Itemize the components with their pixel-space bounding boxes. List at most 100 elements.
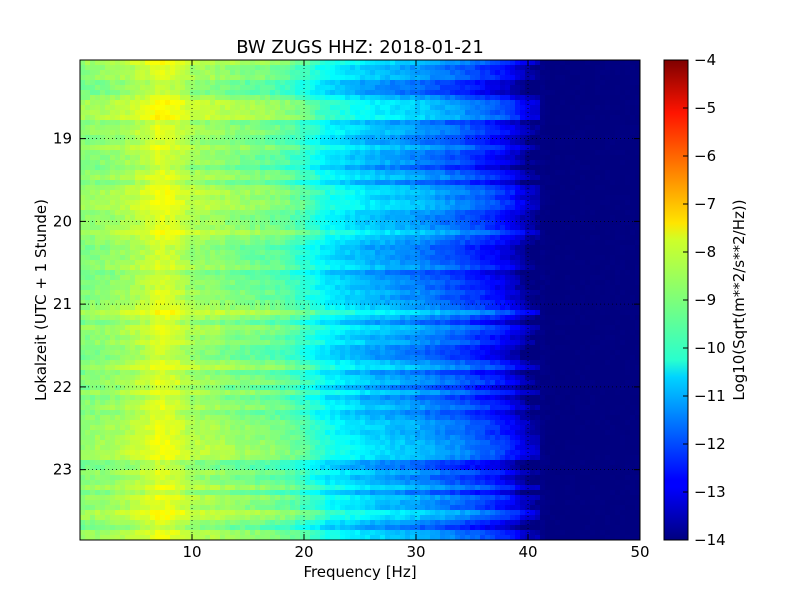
heatmap-cell xyxy=(565,220,571,226)
heatmap-cell xyxy=(365,75,371,81)
heatmap-cell xyxy=(245,260,251,266)
heatmap-cell xyxy=(135,105,141,111)
heatmap-cell xyxy=(250,230,256,236)
heatmap-cell xyxy=(280,180,286,186)
heatmap-cell xyxy=(120,85,126,91)
heatmap-cell xyxy=(100,125,106,131)
heatmap-cell xyxy=(565,255,571,261)
heatmap-cell xyxy=(215,205,221,211)
heatmap-cell xyxy=(485,190,491,196)
heatmap-cell xyxy=(210,185,216,191)
heatmap-cell xyxy=(400,200,406,206)
heatmap-cell xyxy=(380,195,386,201)
heatmap-cell xyxy=(405,60,411,66)
heatmap-cell xyxy=(400,255,406,261)
heatmap-cell xyxy=(570,255,576,261)
heatmap-cell xyxy=(620,270,626,276)
heatmap-cell xyxy=(605,235,611,241)
heatmap-cell xyxy=(200,260,206,266)
heatmap-cell xyxy=(355,180,361,186)
heatmap-cell xyxy=(470,165,476,171)
heatmap-cell xyxy=(515,255,521,261)
heatmap-cell xyxy=(600,250,606,256)
heatmap-cell xyxy=(405,280,411,286)
heatmap-cell xyxy=(500,215,506,221)
heatmap-cell xyxy=(455,245,461,251)
heatmap-cell xyxy=(620,165,626,171)
heatmap-cell xyxy=(195,270,201,276)
heatmap-cell xyxy=(165,120,171,126)
heatmap-cell xyxy=(185,85,191,91)
heatmap-cell xyxy=(215,165,221,171)
heatmap-cell xyxy=(370,120,376,126)
heatmap-cell xyxy=(580,60,586,66)
heatmap-cell xyxy=(385,135,391,141)
heatmap-cell xyxy=(390,95,396,101)
heatmap-cell xyxy=(565,125,571,131)
heatmap-cell xyxy=(435,205,441,211)
heatmap-cell xyxy=(190,90,196,96)
heatmap-cell xyxy=(435,230,441,236)
heatmap-cell xyxy=(445,270,451,276)
heatmap-cell xyxy=(240,110,246,116)
heatmap-cell xyxy=(580,155,586,161)
heatmap-cell xyxy=(500,125,506,131)
heatmap-cell xyxy=(190,160,196,166)
heatmap-cell xyxy=(605,205,611,211)
heatmap-cell xyxy=(480,200,486,206)
heatmap-cell xyxy=(395,115,401,121)
heatmap-cell xyxy=(160,85,166,91)
heatmap-cell xyxy=(135,260,141,266)
heatmap-cell xyxy=(295,125,301,131)
heatmap-cell xyxy=(355,125,361,131)
heatmap-cell xyxy=(400,215,406,221)
heatmap-cell xyxy=(475,175,481,181)
heatmap-cell xyxy=(410,125,416,131)
heatmap-cell xyxy=(475,260,481,266)
heatmap-cell xyxy=(490,190,496,196)
heatmap-cell xyxy=(560,260,566,266)
heatmap-cell xyxy=(290,280,296,286)
heatmap-cell xyxy=(360,165,366,171)
heatmap-cell xyxy=(550,70,556,76)
heatmap-cell xyxy=(145,125,151,131)
heatmap-cell xyxy=(515,190,521,196)
heatmap-cell xyxy=(380,110,386,116)
heatmap-cell xyxy=(150,215,156,221)
heatmap-cell xyxy=(370,110,376,116)
heatmap-cell xyxy=(490,240,496,246)
heatmap-cell xyxy=(185,225,191,231)
heatmap-cell xyxy=(225,135,231,141)
heatmap-cell xyxy=(320,220,326,226)
heatmap-cell xyxy=(405,170,411,176)
heatmap-cell xyxy=(595,120,601,126)
heatmap-cell xyxy=(285,180,291,186)
heatmap-cell xyxy=(550,115,556,121)
heatmap-cell xyxy=(475,150,481,156)
heatmap-cell xyxy=(610,200,616,206)
heatmap-cell xyxy=(570,110,576,116)
heatmap-cell xyxy=(245,145,251,151)
heatmap-cell xyxy=(105,280,111,286)
heatmap-cell xyxy=(595,205,601,211)
heatmap-cell xyxy=(285,100,291,106)
heatmap-cell xyxy=(280,245,286,251)
heatmap-cell xyxy=(375,120,381,126)
heatmap-cell xyxy=(95,160,101,166)
heatmap-cell xyxy=(375,255,381,261)
heatmap-cell xyxy=(635,80,640,86)
heatmap-cell xyxy=(275,90,281,96)
heatmap-cell xyxy=(370,115,376,121)
heatmap-cell xyxy=(550,180,556,186)
heatmap-cell xyxy=(510,95,516,101)
heatmap-cell xyxy=(380,115,386,121)
heatmap-cell xyxy=(485,130,491,136)
heatmap-cell xyxy=(260,280,266,286)
heatmap-cell xyxy=(220,75,226,81)
heatmap-cell xyxy=(220,270,226,276)
heatmap-cell xyxy=(135,60,141,66)
heatmap-cell xyxy=(400,240,406,246)
heatmap-cell xyxy=(450,95,456,101)
heatmap-cell xyxy=(80,270,86,276)
heatmap-cell xyxy=(570,185,576,191)
